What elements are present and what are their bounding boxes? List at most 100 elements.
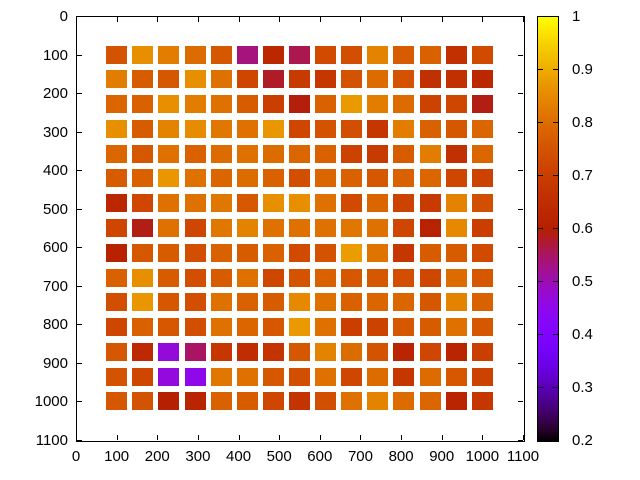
heatmap-cell <box>419 219 441 237</box>
heatmap-cell <box>106 144 128 163</box>
y-tick-mark <box>77 93 82 95</box>
heatmap-cell <box>341 194 363 213</box>
heatmap-cell <box>393 70 415 89</box>
heatmap-cell <box>471 392 493 411</box>
heatmap-cell <box>315 392 337 411</box>
y-tick-label: 900 <box>42 354 68 372</box>
heatmap-cell <box>184 293 206 312</box>
x-tick-label: 700 <box>347 448 373 465</box>
x-tick-label: 600 <box>307 448 333 465</box>
heatmap-cell <box>445 119 467 138</box>
heatmap-cell <box>262 45 284 64</box>
heatmap-cell <box>289 70 310 89</box>
heatmap-cell <box>158 219 180 237</box>
heatmap-cell <box>445 367 467 386</box>
heatmap-cell <box>445 70 467 89</box>
y-tick-label: 800 <box>42 316 68 334</box>
heatmap-cell <box>236 392 258 411</box>
heatmap-cell <box>184 70 206 89</box>
heatmap-cell <box>184 243 206 262</box>
heatmap-cell <box>132 144 154 163</box>
heatmap-cell <box>393 95 415 114</box>
heatmap-cell <box>262 293 284 312</box>
heatmap-cell <box>184 268 206 287</box>
heatmap-cell <box>289 268 310 287</box>
heatmap-cell <box>184 342 206 361</box>
heatmap-cell <box>236 169 258 188</box>
heatmap-cell <box>315 318 337 337</box>
heatmap-cell <box>289 392 310 411</box>
heatmap-cell <box>419 95 441 114</box>
heatmap-cell <box>341 268 363 287</box>
heatmap-cell <box>236 293 258 312</box>
y-tick-mark <box>77 362 82 364</box>
colorbar <box>537 16 559 442</box>
heatmap-cell <box>158 367 180 386</box>
y-tick-mark <box>77 285 82 287</box>
heatmap-cell <box>158 342 180 361</box>
heatmap-cell <box>236 95 258 114</box>
heatmap-cell <box>367 194 389 213</box>
heatmap-cell <box>419 268 441 287</box>
heatmap-cell <box>471 70 493 89</box>
heatmap-cell <box>471 119 493 138</box>
heatmap-cell <box>210 70 232 89</box>
heatmap-cell <box>367 219 389 237</box>
heatmap-cell <box>367 45 389 64</box>
heatmap-cell <box>210 243 232 262</box>
heatmap-cell <box>210 45 232 64</box>
heatmap-cell <box>184 95 206 114</box>
x-tick-label: 400 <box>226 448 252 465</box>
heatmap-cell <box>236 119 258 138</box>
y-tick-mark-right <box>518 208 523 210</box>
x-tick-mark-top <box>116 17 118 22</box>
heatmap-cell <box>262 268 284 287</box>
heatmap-cell <box>236 318 258 337</box>
heatmap-cell <box>132 318 154 337</box>
colorbar-tick-label: 0.5 <box>572 273 593 290</box>
heatmap-cell <box>419 293 441 312</box>
heatmap-cell <box>132 392 154 411</box>
y-tick-mark <box>77 440 82 441</box>
colorbar-tick-label: 0.7 <box>572 167 593 184</box>
heatmap-cell <box>210 342 232 361</box>
heatmap-cell <box>471 243 493 262</box>
heatmap-cell <box>158 95 180 114</box>
heatmap-cell <box>236 243 258 262</box>
x-tick-label: 200 <box>144 448 170 465</box>
heatmap-cell <box>210 119 232 138</box>
x-tick-mark <box>401 435 403 440</box>
y-tick-label: 200 <box>42 85 68 103</box>
heatmap-cell <box>393 318 415 337</box>
x-tick-mark <box>238 435 240 440</box>
heatmap-cell <box>132 367 154 386</box>
heatmap-cell <box>132 169 154 188</box>
heatmap-cell <box>289 318 310 337</box>
heatmap-cell <box>184 318 206 337</box>
heatmap-cell <box>419 144 441 163</box>
heatmap-cell <box>184 194 206 213</box>
heatmap-cell <box>341 144 363 163</box>
y-tick-mark-right <box>518 93 523 95</box>
heatmap-cell <box>445 293 467 312</box>
heatmap-cell <box>132 45 154 64</box>
heatmap-cell <box>471 318 493 337</box>
heatmap-cell <box>471 293 493 312</box>
heatmap-cell <box>262 392 284 411</box>
heatmap-cell <box>262 119 284 138</box>
x-tick-label: 1000 <box>465 448 500 465</box>
heatmap-cell <box>236 367 258 386</box>
heatmap-cell <box>419 342 441 361</box>
x-tick-mark <box>279 435 281 440</box>
heatmap-cell <box>341 318 363 337</box>
heatmap-cell <box>262 144 284 163</box>
y-tick-mark-right <box>518 285 523 287</box>
heatmap-cell <box>132 243 154 262</box>
heatmap-cell <box>210 268 232 287</box>
colorbar-tick-mark-left <box>538 175 543 176</box>
heatmap-cell <box>419 45 441 64</box>
heatmap-cell <box>262 219 284 237</box>
heatmap-cell <box>289 293 310 312</box>
heatmap-cell <box>367 367 389 386</box>
